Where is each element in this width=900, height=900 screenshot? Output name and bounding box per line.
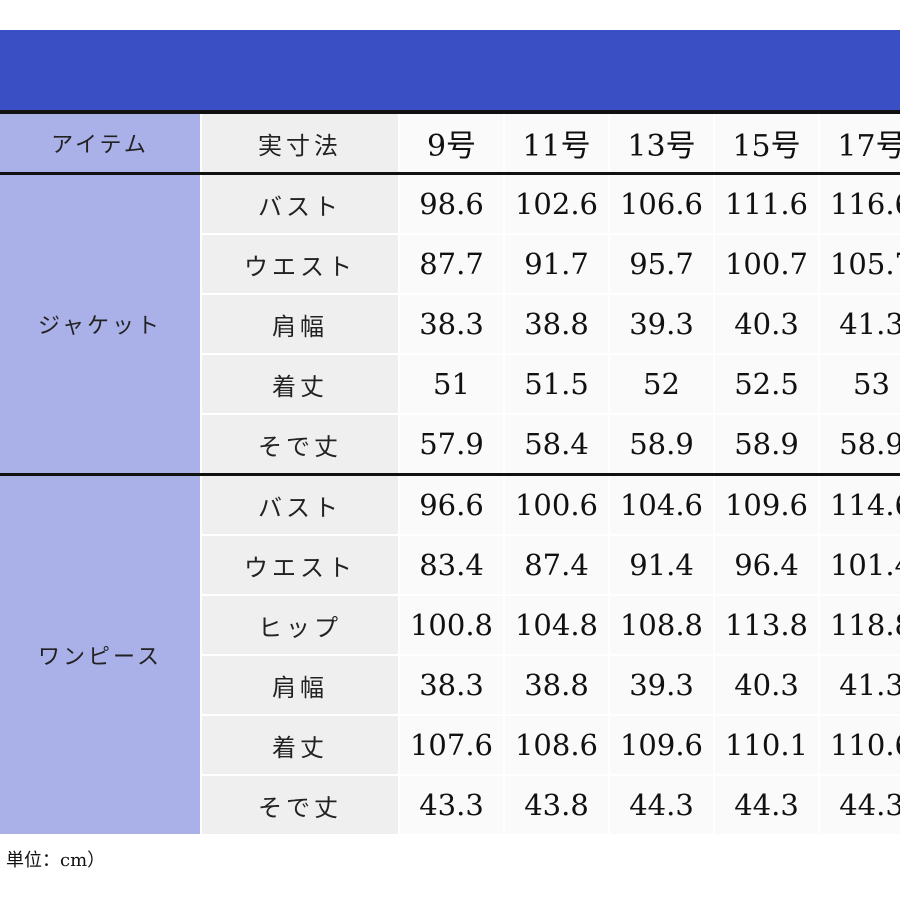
header-size-2: 13号 [610, 114, 713, 172]
row-value: 108.6 [505, 716, 608, 774]
row-value: 40.3 [715, 295, 818, 353]
row-value: 95.7 [610, 235, 713, 293]
header-item: アイテム [0, 114, 200, 172]
row-value: 38.8 [505, 295, 608, 353]
row-value: 104.8 [505, 596, 608, 654]
row-value: 113.8 [715, 596, 818, 654]
row-value: 52.5 [715, 355, 818, 413]
header-measure: 実寸法 [202, 114, 398, 172]
row-value: 38.3 [400, 656, 503, 714]
row-value: 43.3 [400, 776, 503, 834]
row-value: 111.6 [715, 175, 818, 233]
row-label: 着丈 [202, 716, 398, 774]
row-value: 101.4 [820, 536, 900, 594]
size-table: アイテム 実寸法 9号 11号 13号 15号 17号 ジャケット バスト 98.6 102.6 10… [0, 114, 900, 834]
row-value: 108.8 [610, 596, 713, 654]
row-value: 58.9 [610, 415, 713, 473]
row-label: ヒップ [202, 596, 398, 654]
row-value: 107.6 [400, 716, 503, 774]
row-value: 40.3 [715, 656, 818, 714]
row-value: 53 [820, 355, 900, 413]
row-value: 58.9 [820, 415, 900, 473]
header-size-0: 9号 [400, 114, 503, 172]
row-value: 109.6 [715, 476, 818, 534]
row-label: そで丈 [202, 776, 398, 834]
row-value: 118.8 [820, 596, 900, 654]
row-value: 91.7 [505, 235, 608, 293]
row-value: 43.8 [505, 776, 608, 834]
row-value: 58.9 [715, 415, 818, 473]
row-value: 51.5 [505, 355, 608, 413]
row-value: 87.7 [400, 235, 503, 293]
row-value: 114.6 [820, 476, 900, 534]
row-value: 98.6 [400, 175, 503, 233]
row-value: 44.3 [715, 776, 818, 834]
row-label: ウエスト [202, 235, 398, 293]
row-value: 96.6 [400, 476, 503, 534]
row-value: 91.4 [610, 536, 713, 594]
row-value: 44.3 [820, 776, 900, 834]
row-value: 104.6 [610, 476, 713, 534]
row-value: 39.3 [610, 656, 713, 714]
row-value: 110.1 [715, 716, 818, 774]
row-value: 105.7 [820, 235, 900, 293]
row-value: 110.6 [820, 716, 900, 774]
row-value: 58.4 [505, 415, 608, 473]
row-value: 100.7 [715, 235, 818, 293]
row-value: 96.4 [715, 536, 818, 594]
row-label: 肩幅 [202, 295, 398, 353]
row-label: そで丈 [202, 415, 398, 473]
group-divider [0, 473, 900, 476]
row-value: 52 [610, 355, 713, 413]
group-item-0: ジャケット [0, 175, 200, 473]
row-value: 44.3 [610, 776, 713, 834]
row-value: 41.3 [820, 656, 900, 714]
row-label: バスト [202, 175, 398, 233]
group-item-1: ワンピース [0, 476, 200, 834]
row-value: 41.3 [820, 295, 900, 353]
row-value: 100.6 [505, 476, 608, 534]
row-label: バスト [202, 476, 398, 534]
row-value: 87.4 [505, 536, 608, 594]
row-value: 51 [400, 355, 503, 413]
row-value: 57.9 [400, 415, 503, 473]
row-value: 106.6 [610, 175, 713, 233]
header-size-1: 11号 [505, 114, 608, 172]
row-value: 38.3 [400, 295, 503, 353]
row-value: 109.6 [610, 716, 713, 774]
row-label: ウエスト [202, 536, 398, 594]
row-value: 116.6 [820, 175, 900, 233]
header-size-4: 17号 [820, 114, 900, 172]
group-divider [0, 172, 900, 175]
header-banner [0, 30, 900, 114]
header-size-3: 15号 [715, 114, 818, 172]
row-value: 83.4 [400, 536, 503, 594]
row-value: 100.8 [400, 596, 503, 654]
row-value: 39.3 [610, 295, 713, 353]
row-value: 38.8 [505, 656, 608, 714]
unit-footnote: 単位：cm） [6, 850, 106, 871]
row-label: 着丈 [202, 355, 398, 413]
row-label: 肩幅 [202, 656, 398, 714]
row-value: 102.6 [505, 175, 608, 233]
